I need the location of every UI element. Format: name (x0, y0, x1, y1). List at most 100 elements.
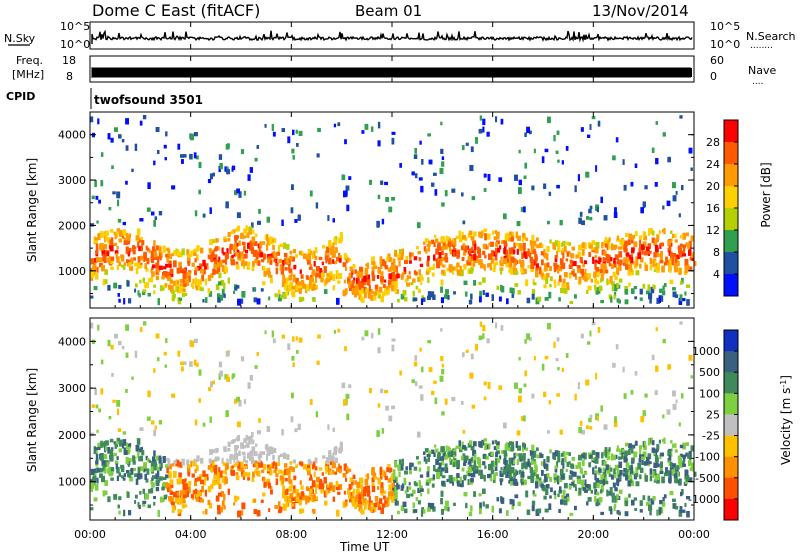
power-cell (586, 216, 589, 220)
power-cell (273, 251, 275, 255)
velocity-cell (416, 497, 419, 501)
power-cell (635, 263, 638, 267)
velocity-cell (471, 446, 475, 451)
power-cell (648, 229, 650, 236)
power-cell (346, 186, 350, 191)
power-cell (382, 219, 384, 225)
power-cell (165, 283, 167, 286)
power-cell (90, 296, 93, 299)
velocity-cell (333, 428, 336, 432)
power-cell (320, 278, 323, 282)
power-cell (662, 206, 664, 210)
power-cell (136, 236, 140, 240)
velocity-cell (566, 494, 569, 497)
velocity-cell (448, 452, 452, 457)
power-cell (578, 174, 580, 181)
velocity-cell (663, 339, 666, 343)
power-cell (208, 288, 211, 293)
power-cell (110, 239, 114, 245)
velocity-cell (652, 355, 655, 360)
velocity-cell (303, 464, 307, 470)
velocity-cell (125, 389, 128, 393)
power-cell (533, 241, 536, 246)
colorbar-swatch (724, 120, 738, 143)
velocity-cell (625, 501, 629, 507)
power-cell (547, 221, 550, 224)
power-cell (218, 273, 221, 279)
power-cell (464, 281, 468, 285)
power-cell (616, 283, 619, 288)
power-cell (578, 245, 582, 251)
power-cell (624, 246, 628, 253)
power-cell (644, 185, 647, 189)
power-cell (153, 290, 155, 294)
power-cell (145, 283, 149, 289)
power-cell (643, 284, 646, 289)
power-cell (180, 279, 184, 284)
power-cell (393, 263, 396, 269)
power-cell (94, 286, 98, 290)
power-cell (143, 278, 146, 283)
power-cell (204, 266, 207, 269)
power-cell (585, 172, 589, 178)
velocity-cell (669, 471, 671, 478)
station-title: Dome C East (fitACF) (92, 1, 260, 20)
velocity-cell (564, 483, 568, 488)
velocity-cell (550, 487, 553, 492)
velocity-cell (498, 385, 502, 390)
velocity-cell (600, 512, 604, 515)
power-cell (569, 264, 573, 269)
power-cell (337, 281, 340, 284)
velocity-cell (471, 457, 473, 461)
velocity-cell (480, 322, 482, 327)
velocity-cell (640, 500, 643, 506)
power-cell (151, 212, 154, 216)
power-cell (313, 298, 316, 302)
velocity-cell (101, 360, 104, 365)
velocity-cell (614, 487, 617, 491)
power-cell (205, 279, 207, 286)
power-cell (217, 297, 220, 302)
power-cell (521, 261, 525, 266)
power-cell (291, 207, 294, 213)
power-cell (316, 202, 318, 208)
velocity-cell (635, 371, 638, 376)
velocity-cell (231, 465, 234, 468)
velocity-cell (419, 348, 421, 352)
power-cell (399, 163, 402, 168)
velocity-cell (123, 510, 125, 516)
power-cell (656, 234, 659, 240)
velocity-cell (484, 465, 486, 469)
power-cell (440, 149, 443, 154)
power-cell (542, 156, 545, 163)
velocity-cell (556, 393, 560, 397)
power-cell (679, 115, 682, 118)
velocity-cell (345, 501, 348, 506)
power-cell (141, 240, 144, 245)
velocity-cell (125, 324, 129, 330)
velocity-cell (526, 333, 530, 339)
velocity-cell (581, 454, 584, 459)
power-cell (230, 249, 232, 254)
velocity-cell (119, 448, 123, 452)
power-cell (503, 258, 507, 264)
power-cell (127, 280, 130, 286)
velocity-cell (315, 458, 318, 464)
power-cell (620, 260, 623, 265)
power-cell (380, 258, 382, 264)
velocity-cell (235, 472, 238, 475)
power-cell (449, 246, 451, 251)
velocity-cell (141, 450, 144, 455)
velocity-cell (273, 338, 276, 343)
power-cell (544, 263, 547, 270)
velocity-cell (648, 505, 652, 511)
power-cell (272, 124, 274, 131)
velocity-cell (676, 400, 678, 404)
power-cell (359, 283, 362, 290)
power-cell (111, 138, 114, 143)
power-cell (549, 284, 552, 287)
velocity-cell (327, 424, 329, 430)
velocity-cell (569, 475, 573, 480)
power-cell (128, 262, 131, 267)
velocity-cell (500, 479, 502, 485)
